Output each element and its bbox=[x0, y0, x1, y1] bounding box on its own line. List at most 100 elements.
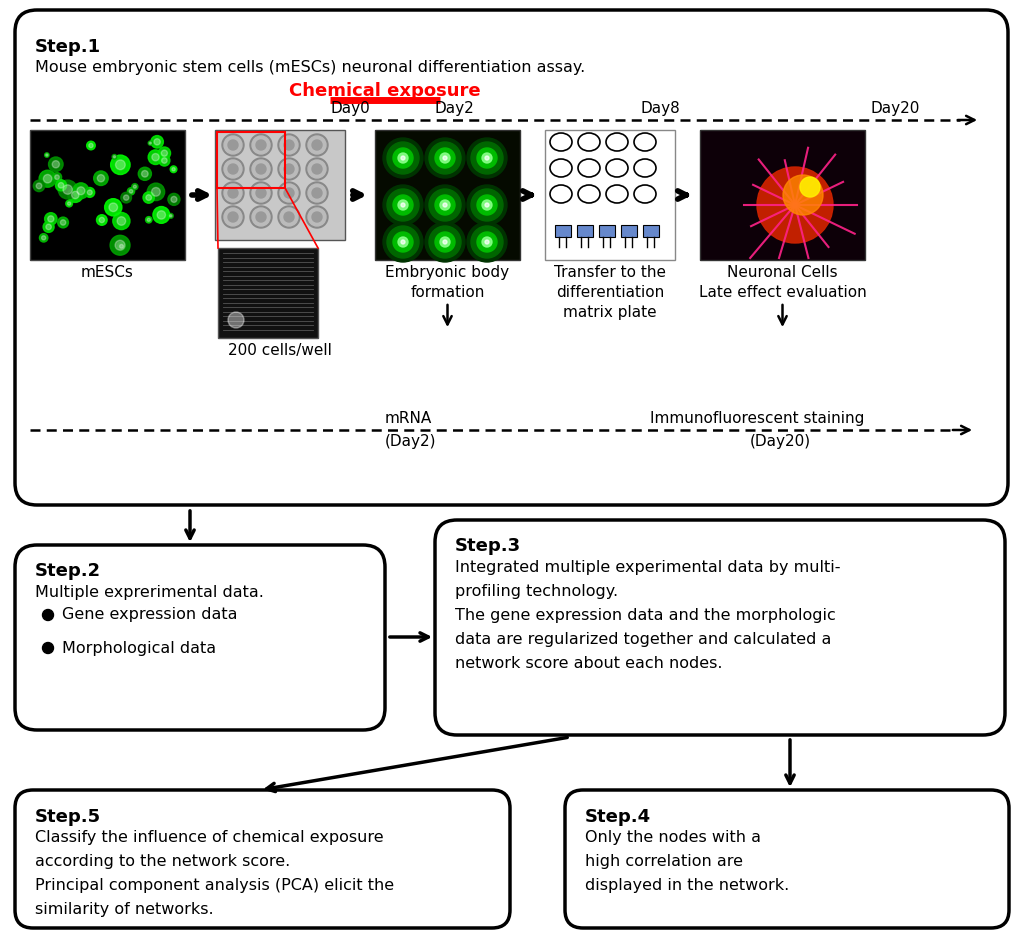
Circle shape bbox=[222, 134, 244, 156]
Circle shape bbox=[312, 212, 322, 222]
Circle shape bbox=[467, 138, 507, 178]
Circle shape bbox=[383, 185, 423, 225]
Circle shape bbox=[471, 142, 503, 174]
Circle shape bbox=[43, 222, 54, 232]
Text: Step.5: Step.5 bbox=[35, 808, 101, 826]
Circle shape bbox=[45, 153, 49, 157]
Circle shape bbox=[440, 237, 450, 247]
Circle shape bbox=[278, 206, 300, 228]
Circle shape bbox=[73, 183, 89, 199]
Text: Neuronal Cells
Late effect evaluation: Neuronal Cells Late effect evaluation bbox=[698, 265, 866, 300]
Circle shape bbox=[96, 215, 108, 225]
Circle shape bbox=[443, 203, 447, 207]
Circle shape bbox=[168, 213, 173, 218]
Circle shape bbox=[228, 212, 238, 222]
Circle shape bbox=[477, 148, 497, 168]
Circle shape bbox=[224, 184, 242, 202]
Ellipse shape bbox=[578, 185, 600, 203]
Circle shape bbox=[145, 217, 152, 223]
Circle shape bbox=[256, 188, 266, 198]
Text: Day8: Day8 bbox=[640, 101, 680, 116]
Ellipse shape bbox=[606, 159, 628, 177]
Circle shape bbox=[443, 240, 447, 244]
Circle shape bbox=[93, 171, 109, 186]
Circle shape bbox=[284, 164, 294, 174]
Circle shape bbox=[43, 642, 53, 653]
Circle shape bbox=[429, 142, 461, 174]
Circle shape bbox=[308, 136, 326, 154]
Circle shape bbox=[138, 167, 152, 180]
Text: similarity of networks.: similarity of networks. bbox=[35, 902, 214, 917]
Circle shape bbox=[104, 199, 122, 216]
Circle shape bbox=[39, 170, 56, 188]
Text: Embryonic body
formation: Embryonic body formation bbox=[385, 265, 510, 300]
Circle shape bbox=[383, 222, 423, 262]
Circle shape bbox=[116, 160, 125, 170]
Circle shape bbox=[467, 222, 507, 262]
Bar bbox=[217, 132, 285, 188]
Circle shape bbox=[224, 208, 242, 226]
Circle shape bbox=[148, 150, 163, 164]
Bar bbox=[215, 130, 345, 240]
Bar bbox=[643, 225, 659, 237]
FancyBboxPatch shape bbox=[15, 10, 1008, 505]
Circle shape bbox=[42, 236, 46, 240]
Circle shape bbox=[48, 216, 54, 222]
Text: Gene expression data: Gene expression data bbox=[62, 607, 238, 622]
Circle shape bbox=[87, 190, 92, 195]
Text: mESCs: mESCs bbox=[81, 265, 134, 280]
Text: Step.1: Step.1 bbox=[35, 38, 101, 56]
Circle shape bbox=[124, 195, 129, 200]
FancyBboxPatch shape bbox=[565, 790, 1009, 928]
Circle shape bbox=[158, 147, 171, 159]
Circle shape bbox=[114, 156, 116, 157]
Circle shape bbox=[89, 143, 93, 148]
Bar bbox=[577, 225, 593, 237]
Circle shape bbox=[757, 167, 833, 243]
Text: according to the network score.: according to the network score. bbox=[35, 854, 290, 869]
Circle shape bbox=[308, 208, 326, 226]
Bar bbox=[375, 130, 520, 260]
Text: Day2: Day2 bbox=[435, 101, 475, 116]
Circle shape bbox=[97, 174, 104, 182]
Circle shape bbox=[308, 184, 326, 202]
Circle shape bbox=[250, 134, 272, 156]
Circle shape bbox=[99, 217, 104, 223]
Text: Chemical exposure: Chemical exposure bbox=[289, 82, 481, 100]
Text: Transfer to the
differentiation
matrix plate: Transfer to the differentiation matrix p… bbox=[554, 265, 666, 320]
Circle shape bbox=[34, 180, 45, 191]
Circle shape bbox=[224, 160, 242, 178]
Text: The gene expression data and the morphologic: The gene expression data and the morphol… bbox=[455, 608, 836, 623]
Circle shape bbox=[228, 188, 238, 198]
Circle shape bbox=[387, 189, 419, 221]
Ellipse shape bbox=[634, 133, 656, 151]
Circle shape bbox=[152, 188, 161, 196]
Ellipse shape bbox=[550, 159, 572, 177]
Circle shape bbox=[256, 164, 266, 174]
Circle shape bbox=[308, 160, 326, 178]
Circle shape bbox=[228, 312, 244, 328]
Circle shape bbox=[440, 153, 450, 163]
Bar bbox=[555, 225, 571, 237]
Ellipse shape bbox=[606, 133, 628, 151]
Circle shape bbox=[278, 134, 300, 156]
Circle shape bbox=[278, 182, 300, 204]
Text: displayed in the network.: displayed in the network. bbox=[585, 878, 790, 893]
Circle shape bbox=[224, 136, 242, 154]
Circle shape bbox=[783, 175, 823, 215]
Circle shape bbox=[467, 185, 507, 225]
Circle shape bbox=[393, 195, 413, 215]
Circle shape bbox=[256, 212, 266, 222]
Text: data are regularized together and calculated a: data are regularized together and calcul… bbox=[455, 632, 831, 647]
Circle shape bbox=[111, 236, 130, 256]
Circle shape bbox=[435, 232, 455, 252]
Circle shape bbox=[477, 195, 497, 215]
Circle shape bbox=[172, 168, 175, 171]
Circle shape bbox=[151, 136, 164, 148]
Circle shape bbox=[115, 240, 125, 250]
Text: Day0: Day0 bbox=[330, 101, 370, 116]
Circle shape bbox=[121, 192, 131, 203]
Bar bbox=[700, 130, 865, 260]
Ellipse shape bbox=[634, 159, 656, 177]
Circle shape bbox=[72, 191, 79, 199]
